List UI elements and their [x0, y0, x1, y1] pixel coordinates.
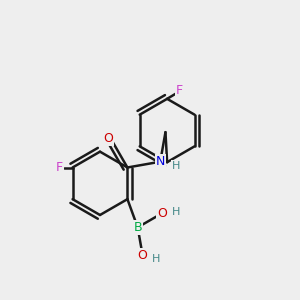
- Text: F: F: [56, 161, 63, 174]
- Text: O: O: [157, 207, 167, 220]
- Text: F: F: [176, 84, 183, 97]
- Text: H: H: [172, 206, 180, 217]
- Text: O: O: [138, 249, 148, 262]
- Text: N: N: [156, 155, 165, 168]
- Text: H: H: [152, 254, 160, 264]
- Text: H: H: [172, 161, 180, 171]
- Text: B: B: [134, 221, 142, 234]
- Text: O: O: [103, 132, 113, 145]
